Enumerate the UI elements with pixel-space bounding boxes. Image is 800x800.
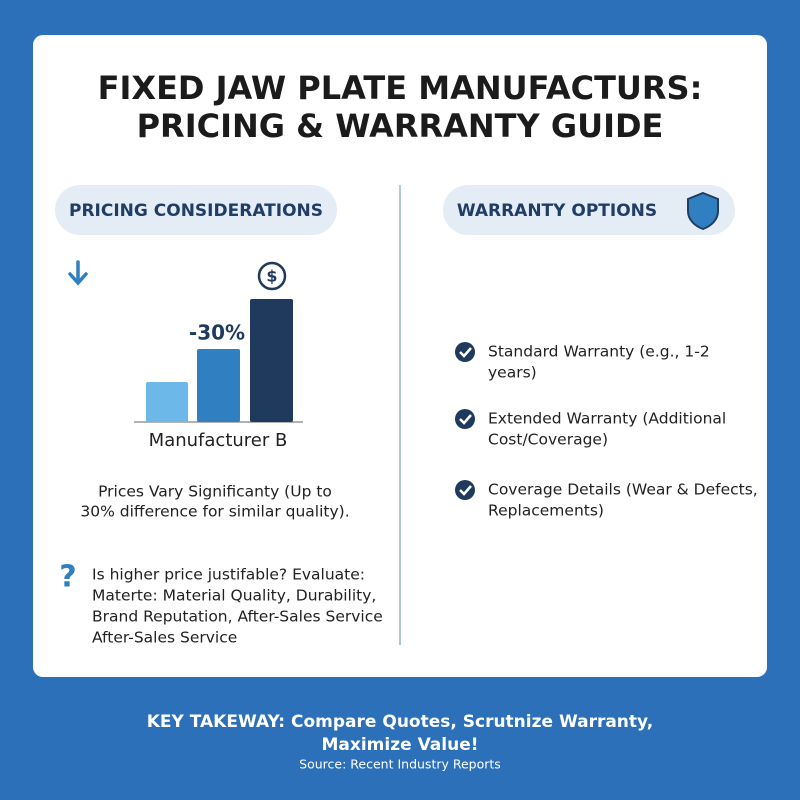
warranty-line: Standard Warranty (e.g., 1-2 <box>488 343 710 361</box>
question-line: After-Sales Service <box>92 629 237 647</box>
check-mark <box>459 485 472 496</box>
takeaway-line: KEY TAKEWAY: Compare Quotes, Scrutnize W… <box>147 712 654 732</box>
summary-line: Prices Vary Significanty (Up to <box>98 483 332 501</box>
title: PRICING & WARRANTY GUIDE <box>137 107 664 145</box>
bar <box>146 382 188 422</box>
bar-label: Manufacturer B <box>149 430 288 451</box>
warranty-line: Coverage Details (Wear & Defects, <box>488 481 758 499</box>
check-icon <box>455 342 475 362</box>
section-heading: PRICING CONSIDERATIONS <box>69 201 323 221</box>
question-line: Materte: Material Quality, Durability, <box>92 587 376 605</box>
check-icon <box>455 480 475 500</box>
question-line: Brand Reputation, After-Sales Service <box>92 608 383 626</box>
check-mark <box>459 347 472 358</box>
check-mark <box>459 414 472 425</box>
title: FIXED JAW PLATE MANUFACTURS: <box>98 69 703 107</box>
price-icon: $ <box>266 267 277 286</box>
source: Source: Recent Industry Reports <box>299 757 501 772</box>
check-icon <box>455 409 475 429</box>
summary-line: 30% difference for similar quality). <box>80 503 349 521</box>
warranty-line: Extended Warranty (Additional <box>488 410 726 428</box>
down-arrow-icon <box>68 260 88 286</box>
question-icon: ? <box>59 560 76 595</box>
pill <box>55 185 337 235</box>
shield-icon <box>687 191 719 231</box>
difference-label: -30% <box>189 321 245 345</box>
warranty-line: years) <box>488 364 537 382</box>
bar <box>197 349 240 422</box>
pill <box>443 185 735 235</box>
warranty-line: Replacements) <box>488 502 604 520</box>
question-line: Is higher price justifable? Evaluate: <box>92 566 365 584</box>
section-heading: WARRANTY OPTIONS <box>457 201 657 221</box>
bar <box>250 299 293 422</box>
price-icon-ring <box>257 261 287 291</box>
takeaway-line: Maximize Value! <box>322 735 479 755</box>
warranty-line: Cost/Coverage) <box>488 431 608 449</box>
